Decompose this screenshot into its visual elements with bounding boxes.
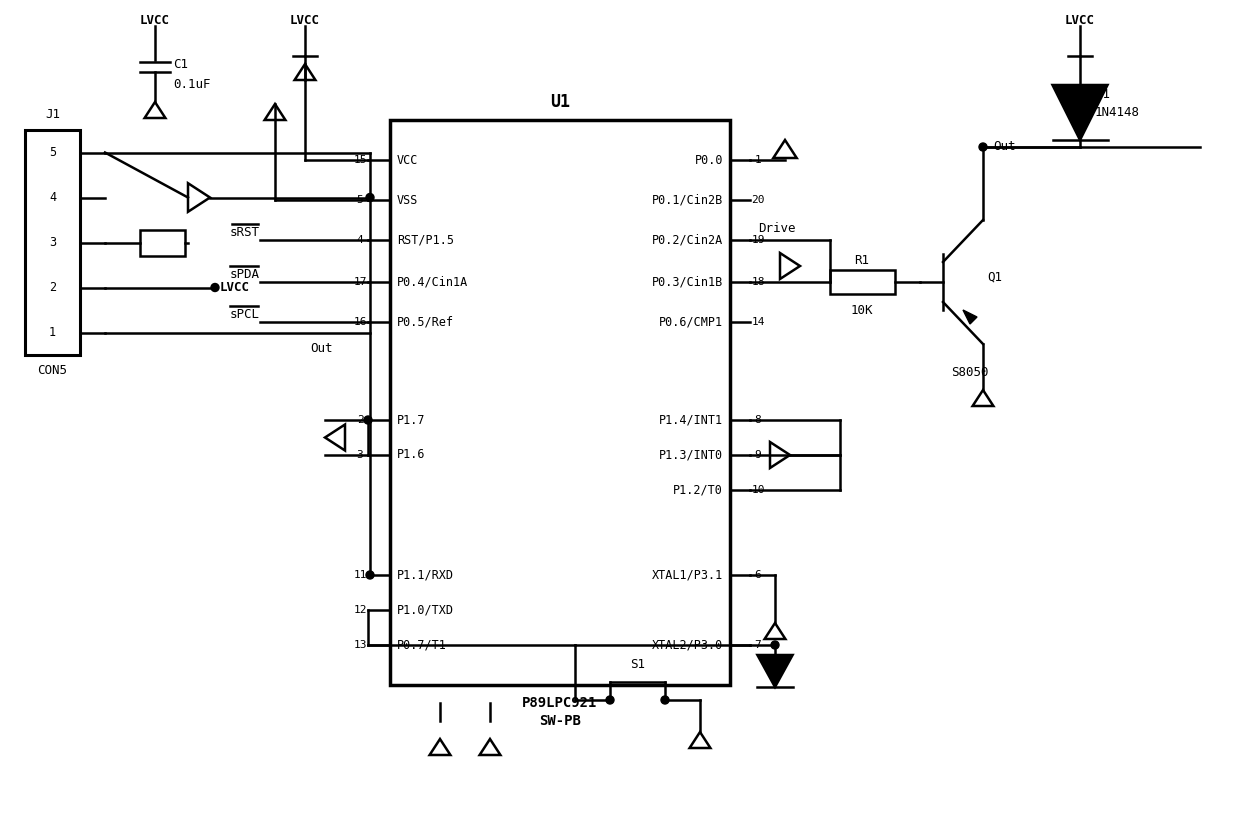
Text: 0.1uF: 0.1uF bbox=[174, 77, 211, 91]
Circle shape bbox=[980, 143, 987, 151]
Text: P1.0/TXD: P1.0/TXD bbox=[397, 603, 454, 617]
Text: 4: 4 bbox=[357, 235, 363, 245]
Text: 6: 6 bbox=[755, 570, 761, 580]
Text: Out: Out bbox=[993, 140, 1016, 154]
Circle shape bbox=[366, 193, 374, 202]
Text: P0.6/CMP1: P0.6/CMP1 bbox=[658, 316, 723, 328]
Text: LVCC: LVCC bbox=[290, 13, 320, 27]
Text: sPCL: sPCL bbox=[229, 307, 260, 321]
Text: P1.6: P1.6 bbox=[397, 449, 425, 461]
Text: 5: 5 bbox=[357, 195, 363, 205]
Circle shape bbox=[366, 571, 374, 579]
Text: sPDA: sPDA bbox=[229, 267, 260, 281]
Text: 14: 14 bbox=[751, 317, 765, 327]
Text: 1: 1 bbox=[755, 155, 761, 165]
Text: 15: 15 bbox=[353, 155, 367, 165]
Text: P1.4/INT1: P1.4/INT1 bbox=[658, 413, 723, 427]
Bar bbox=[391, 120, 730, 685]
Text: 20: 20 bbox=[751, 195, 765, 205]
Text: P0.7/T1: P0.7/T1 bbox=[397, 638, 446, 652]
Text: 10: 10 bbox=[751, 485, 765, 495]
Text: 12: 12 bbox=[353, 605, 367, 615]
Text: 3: 3 bbox=[48, 236, 56, 249]
Bar bbox=[830, 270, 895, 294]
Bar bbox=[25, 130, 81, 355]
Text: P1.3/INT0: P1.3/INT0 bbox=[658, 449, 723, 461]
Circle shape bbox=[606, 696, 614, 704]
Text: 11: 11 bbox=[353, 570, 367, 580]
Text: 18: 18 bbox=[751, 277, 765, 287]
Bar bbox=[140, 229, 185, 255]
Text: P1.2/T0: P1.2/T0 bbox=[673, 484, 723, 496]
Text: XTAL1/P3.1: XTAL1/P3.1 bbox=[652, 569, 723, 581]
Text: 1N4148: 1N4148 bbox=[1095, 106, 1140, 118]
Text: 7: 7 bbox=[755, 640, 761, 650]
Text: LVCC: LVCC bbox=[219, 281, 250, 294]
Text: VCC: VCC bbox=[397, 154, 418, 166]
Text: Out: Out bbox=[310, 342, 332, 355]
Text: Q1: Q1 bbox=[987, 270, 1002, 283]
Text: 8: 8 bbox=[755, 415, 761, 425]
Text: Drive: Drive bbox=[758, 222, 796, 234]
Text: VSS: VSS bbox=[397, 193, 418, 207]
Circle shape bbox=[771, 641, 779, 649]
Text: P89LPC921: P89LPC921 bbox=[522, 696, 598, 710]
Text: 17: 17 bbox=[353, 277, 367, 287]
Text: sRST: sRST bbox=[229, 225, 260, 239]
Text: RST/P1.5: RST/P1.5 bbox=[397, 234, 454, 246]
Text: LVCC: LVCC bbox=[140, 13, 170, 27]
Text: P0.2/Cin2A: P0.2/Cin2A bbox=[652, 234, 723, 246]
Text: P1.1/RXD: P1.1/RXD bbox=[397, 569, 454, 581]
Text: S8050: S8050 bbox=[951, 365, 988, 379]
Text: XTAL2/P3.0: XTAL2/P3.0 bbox=[652, 638, 723, 652]
Text: D1: D1 bbox=[1095, 88, 1110, 102]
Text: SW-PB: SW-PB bbox=[539, 714, 580, 728]
Text: P0.3/Cin1B: P0.3/Cin1B bbox=[652, 276, 723, 288]
Text: 9: 9 bbox=[755, 450, 761, 460]
Text: P0.0: P0.0 bbox=[694, 154, 723, 166]
Polygon shape bbox=[1053, 85, 1107, 140]
Polygon shape bbox=[758, 655, 792, 687]
Text: 4: 4 bbox=[48, 191, 56, 204]
Text: P0.5/Ref: P0.5/Ref bbox=[397, 316, 454, 328]
Polygon shape bbox=[963, 310, 977, 324]
Text: P0.1/Cin2B: P0.1/Cin2B bbox=[652, 193, 723, 207]
Text: 5: 5 bbox=[48, 146, 56, 159]
Text: U1: U1 bbox=[551, 93, 570, 111]
Circle shape bbox=[661, 696, 670, 704]
Text: 19: 19 bbox=[751, 235, 765, 245]
Text: P0.4/Cin1A: P0.4/Cin1A bbox=[397, 276, 469, 288]
Text: 13: 13 bbox=[353, 640, 367, 650]
Text: 2: 2 bbox=[357, 415, 363, 425]
Circle shape bbox=[365, 416, 372, 424]
Text: 3: 3 bbox=[357, 450, 363, 460]
Text: LVCC: LVCC bbox=[1065, 13, 1095, 27]
Text: 16: 16 bbox=[353, 317, 367, 327]
Text: S1: S1 bbox=[630, 658, 645, 670]
Text: 2: 2 bbox=[48, 281, 56, 294]
Text: P1.7: P1.7 bbox=[397, 413, 425, 427]
Circle shape bbox=[211, 283, 219, 291]
Text: J1: J1 bbox=[45, 108, 60, 120]
Text: 1: 1 bbox=[48, 326, 56, 339]
Text: R1: R1 bbox=[854, 254, 869, 266]
Text: C1: C1 bbox=[174, 59, 188, 71]
Text: 10K: 10K bbox=[851, 303, 873, 317]
Text: CON5: CON5 bbox=[37, 365, 67, 377]
